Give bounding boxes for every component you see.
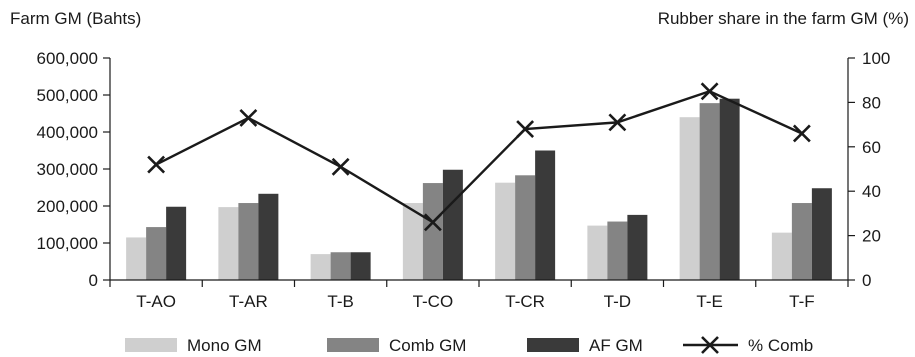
legend-label: % Comb <box>748 336 813 355</box>
x-tick-label: T-B <box>327 292 353 311</box>
line-series <box>147 82 811 232</box>
right-tick-label: 100 <box>862 49 890 68</box>
left-tick-label: 100,000 <box>37 234 98 253</box>
line-point-marker <box>239 109 258 127</box>
x-tick-label: T-AR <box>229 292 268 311</box>
bar-af-gm <box>535 150 556 280</box>
legend-label: AF GM <box>589 336 643 355</box>
legend-label: Comb GM <box>389 336 466 355</box>
line-point-marker <box>516 120 535 138</box>
x-tick-label: T-CO <box>413 292 454 311</box>
x-tick-label: T-D <box>604 292 631 311</box>
bar-comb-gm <box>422 183 443 280</box>
left-tick-label: 500,000 <box>37 86 98 105</box>
bar-comb-gm <box>791 203 812 280</box>
bar-af-gm <box>719 98 740 280</box>
bar-af-gm <box>811 188 832 280</box>
legend-marker <box>701 336 719 354</box>
right-axis-title: Rubber share in the farm GM (%) <box>658 9 909 28</box>
x-tick-label: T-E <box>696 292 722 311</box>
bar-comb-gm <box>515 175 536 280</box>
bar-comb-gm <box>330 252 351 280</box>
bar-mono-gm <box>587 225 608 280</box>
x-axis-labels: T-AO T-AR T-B T-CO T-CR T-D T-E T-F <box>136 292 814 311</box>
line-comb-share <box>155 90 803 224</box>
bar-af-gm <box>166 206 187 280</box>
x-tick-label: T-CR <box>505 292 545 311</box>
left-tick-label: 400,000 <box>37 123 98 142</box>
right-tick-label: 80 <box>862 93 881 112</box>
line-point-marker <box>700 82 719 101</box>
right-axis: 0 20 40 60 80 100 <box>848 49 890 290</box>
right-tick-label: 40 <box>862 182 881 201</box>
right-tick-label: 20 <box>862 227 881 246</box>
line-point-marker <box>147 155 166 174</box>
right-tick-label: 0 <box>862 271 871 290</box>
bar-mono-gm <box>310 254 331 280</box>
bar-af-gm <box>442 169 463 280</box>
axis-lines <box>109 58 849 287</box>
bar-marks <box>126 98 832 280</box>
left-tick-label: 0 <box>89 271 98 290</box>
bar-af-gm <box>627 214 648 280</box>
line-point-marker <box>331 157 350 176</box>
bar-comb-gm <box>699 103 720 280</box>
bar-mono-gm <box>679 117 700 280</box>
x-tick-label: T-AO <box>136 292 176 311</box>
legend-swatch <box>327 338 379 352</box>
bar-af-gm <box>350 252 371 280</box>
left-axis: 0 100,000 200,000 300,000 400,000 500,000 600,… <box>37 49 110 290</box>
left-tick-label: 300,000 <box>37 160 98 179</box>
bar-mono-gm <box>771 232 792 280</box>
legend: Mono GM Comb GM AF GM % Comb <box>125 336 813 355</box>
bar-mono-gm <box>126 237 147 280</box>
right-tick-label: 60 <box>862 138 881 157</box>
line-point-marker <box>423 213 442 232</box>
left-tick-label: 200,000 <box>37 197 98 216</box>
bar-mono-gm <box>218 207 239 280</box>
legend-swatch <box>527 338 579 352</box>
x-tick-label: T-F <box>789 292 815 311</box>
bar-af-gm <box>258 193 279 280</box>
left-tick-label: 600,000 <box>37 49 98 68</box>
line-point-marker <box>792 124 811 143</box>
bar-comb-gm <box>238 203 259 280</box>
bar-comb-gm <box>607 221 628 280</box>
legend-swatch <box>125 338 177 352</box>
left-axis-title: Farm GM (Bahts) <box>10 9 141 28</box>
bar-comb-gm <box>146 227 167 280</box>
legend-label: Mono GM <box>187 336 262 355</box>
bar-mono-gm <box>495 182 516 280</box>
line-point-marker <box>608 113 627 132</box>
bar-mono-gm <box>402 203 423 280</box>
